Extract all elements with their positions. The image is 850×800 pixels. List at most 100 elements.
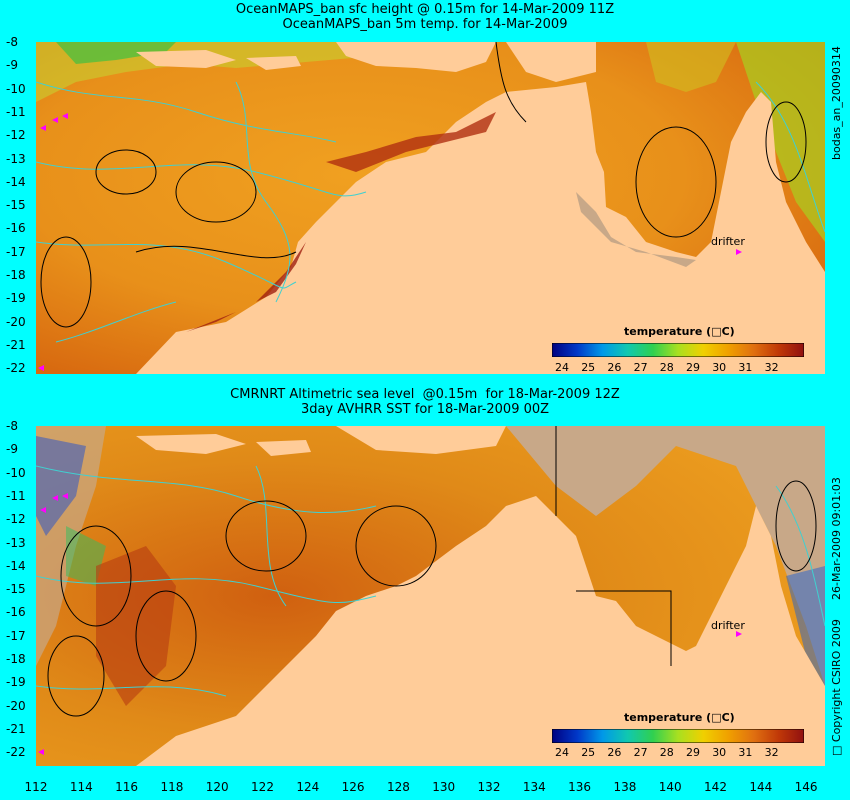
colorbar-tick-label: 31 — [738, 361, 753, 374]
y-axis-label: -8 — [6, 419, 18, 433]
colorbar-tick-label: 28 — [659, 746, 674, 759]
y-axis-label: -20 — [6, 314, 26, 329]
y-axis-label: -9 — [6, 58, 18, 73]
panel1-island — [136, 50, 236, 68]
panel1-drifter-label: drifter — [711, 235, 745, 248]
colorbar-tick-label: 27 — [633, 361, 648, 374]
x-axis-label: 114 — [69, 780, 93, 794]
panel2-colorbar-title: temperature (□C) — [624, 711, 735, 724]
x-axis-label: 116 — [115, 780, 139, 794]
y-axis-label: -11 — [6, 104, 26, 119]
colorbar-tick-label: 29 — [686, 746, 700, 759]
colorbar-tick-label: 26 — [607, 746, 622, 759]
x-axis-label: 140 — [658, 780, 682, 794]
panel2-drifters — [38, 493, 742, 755]
panel2-cyan-contours — [36, 465, 825, 697]
y-axis-label: -21 — [6, 721, 26, 736]
colorbar-tick-label: 25 — [581, 361, 596, 374]
y-axis-label: -11 — [6, 488, 26, 503]
panel1-title-line2: OceanMAPS_ban 5m temp. for 14-Mar-2009 — [282, 17, 568, 32]
y-axis-label: -12 — [6, 512, 26, 527]
y-axis-label: -16 — [6, 221, 26, 236]
x-axis-label: 112 — [24, 780, 48, 794]
panel1-land — [136, 82, 825, 374]
panel2-drifter-label: drifter — [711, 619, 745, 632]
y-axis-label: -19 — [6, 675, 26, 690]
x-axis-label: 144 — [749, 780, 773, 794]
x-axis-label: 138 — [613, 780, 637, 794]
panel1-island — [506, 42, 596, 82]
colorbar-tick-label: 32 — [764, 746, 779, 759]
colorbar-tick-label: 30 — [712, 361, 727, 374]
panel1-cool-patch — [646, 42, 736, 92]
y-axis-label: -21 — [6, 337, 26, 352]
x-axis-label: 120 — [205, 780, 229, 794]
panel1-island — [246, 56, 301, 70]
y-axis-label: -15 — [6, 198, 26, 213]
y-axis-label: -17 — [6, 628, 26, 643]
y-axis-label: -12 — [6, 128, 26, 143]
panel2-island — [256, 440, 311, 456]
drifter-marker — [52, 495, 58, 501]
drifter-marker — [40, 125, 46, 131]
y-axis-label: -22 — [6, 745, 26, 760]
colorbar-tick-label: 26 — [607, 361, 622, 374]
colorbar-tick-label: 24 — [555, 746, 569, 759]
panel2-island — [336, 426, 506, 454]
x-axis-label: 124 — [296, 780, 320, 794]
panel2-black-contours — [47, 426, 817, 717]
panel1-title-line1: OceanMAPS_ban sfc height @ 0.15m for 14-… — [235, 2, 615, 17]
panel2-title-line2: 3day AVHRR SST for 18-Mar-2009 00Z — [300, 402, 550, 417]
panel2-colorbar — [552, 729, 804, 743]
y-axis-label: -10 — [6, 465, 26, 480]
y-axis-label: -18 — [6, 268, 26, 282]
panel2-land — [136, 496, 825, 766]
drifter-marker — [62, 113, 68, 119]
panel1-cyan-contours — [36, 81, 825, 343]
x-axis-label: 136 — [568, 780, 592, 794]
y-axis-label: -18 — [6, 652, 26, 666]
panel2-side-label: 26-Mar-2009 09:01:03 — [830, 477, 843, 600]
panel2-island — [136, 434, 246, 454]
colorbar-tick-label: 29 — [686, 361, 700, 374]
x-axis-label: 130 — [432, 780, 456, 794]
panel1-map — [36, 42, 825, 374]
x-axis-label: 126 — [341, 780, 365, 794]
colorbar-tick-label: 30 — [712, 746, 727, 759]
panel1-mask — [576, 192, 696, 267]
panel1-colorbar-title: temperature (□C) — [624, 325, 735, 338]
y-axis-label: -20 — [6, 698, 26, 713]
y-axis-label: -22 — [6, 361, 26, 376]
y-axis-label: -10 — [6, 81, 26, 96]
panel2-noise — [36, 436, 825, 696]
panel1-black-contours — [40, 42, 807, 328]
colorbar-tick-label: 27 — [633, 746, 648, 759]
panel2-copyright-label: □ Copyright CSIRO 2009 — [830, 619, 843, 756]
x-axis-label: 132 — [477, 780, 501, 794]
drifter-marker — [38, 749, 44, 755]
colorbar-tick-label: 24 — [555, 361, 569, 374]
panel1-cool-patch — [56, 42, 176, 64]
colorbar-tick-label: 31 — [738, 746, 753, 759]
y-axis-label: -17 — [6, 244, 26, 259]
y-axis-label: -9 — [6, 442, 18, 457]
drifter-marker — [736, 249, 742, 255]
y-axis-label: -15 — [6, 582, 26, 597]
x-axis-label: 142 — [704, 780, 727, 794]
colorbar-tick-label: 28 — [659, 361, 674, 374]
drifter-marker — [52, 117, 58, 123]
x-axis-label: 128 — [386, 780, 410, 794]
panel2-mask — [506, 426, 825, 686]
drifter-marker — [38, 365, 44, 371]
x-axis-label: 146 — [794, 780, 818, 794]
panel1-cool-patch — [736, 42, 825, 242]
panel2-map — [36, 426, 825, 766]
panel2-warm-band — [96, 546, 176, 706]
x-axis-label: 134 — [522, 780, 546, 794]
drifter-marker — [40, 507, 46, 513]
panel2-title-line1: CMRNRT Altimetric sea level @0.15m for 1… — [230, 387, 620, 402]
y-axis-label: -8 — [6, 35, 18, 49]
x-axis-label: 118 — [160, 780, 184, 794]
drifter-marker — [62, 493, 68, 499]
y-axis-label: -16 — [6, 605, 26, 620]
